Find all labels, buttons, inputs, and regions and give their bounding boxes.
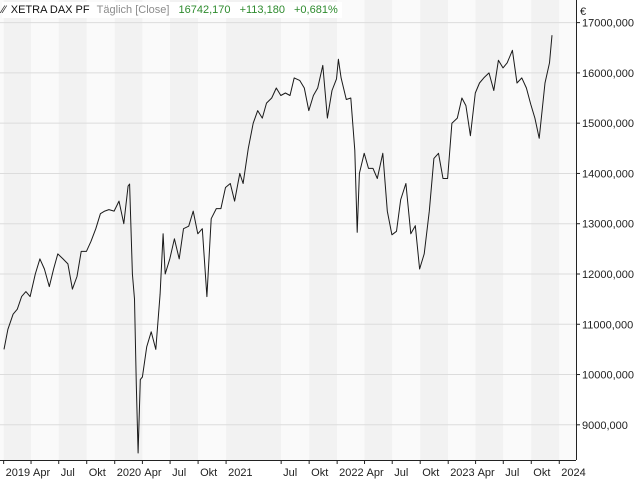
x-tick-label: Apr <box>367 467 384 479</box>
gridlines <box>0 22 576 426</box>
chart-header: ⁄⁄ XETRA DAX PF Täglich [Close] 16742,17… <box>2 2 342 18</box>
x-tick-label: Okt <box>422 467 439 479</box>
quarter-band <box>475 0 504 460</box>
quarter-band <box>3 0 32 460</box>
y-tick-label: 16000,000 <box>582 68 634 80</box>
x-tick-label: 2022 <box>339 467 363 479</box>
instrument-title: XETRA DAX PF <box>10 4 90 16</box>
quarter-band <box>448 0 476 460</box>
x-tick-label: Jul <box>61 467 75 479</box>
quarter-band <box>337 0 365 460</box>
x-tick-label: Jul <box>172 467 186 479</box>
quarter-band <box>0 0 4 460</box>
x-tick-label: Okt <box>200 467 217 479</box>
x-tick-label: Okt <box>533 467 550 479</box>
x-tick-label: Jul <box>283 467 297 479</box>
quarter-band <box>420 0 449 460</box>
x-axis-ticks: 2019 Apr Jul Okt 2020 Apr Jul Okt 2021 Jul Okt 2022… <box>3 460 586 479</box>
y-tick-label: 11000,000 <box>582 319 633 331</box>
change-value: +113,180 <box>239 4 285 16</box>
x-tick-label: Jul <box>394 467 408 479</box>
background-bands <box>0 0 576 460</box>
change-percent: +0,681% <box>294 4 338 16</box>
quarter-band <box>31 0 59 460</box>
x-tick-label: 2019 <box>6 467 30 479</box>
quarter-band <box>531 0 560 460</box>
quarter-band <box>281 0 310 460</box>
axes <box>0 0 577 461</box>
x-tick-label: 2023 <box>450 467 474 479</box>
y-tick-label: 17000,000 <box>582 18 634 30</box>
y-tick-label: 13000,000 <box>582 219 634 231</box>
quarter-band <box>364 0 393 460</box>
y-unit-label: € <box>580 6 586 18</box>
quarter-band <box>170 0 199 460</box>
quarter-band <box>114 0 143 460</box>
x-tick-label: Okt <box>311 467 328 479</box>
last-value: 16742,170 <box>178 4 231 16</box>
x-tick-label: 2020 <box>117 467 141 479</box>
x-tick-label: Apr <box>33 467 50 479</box>
quarter-band <box>58 0 87 460</box>
x-tick-label: Okt <box>89 467 106 479</box>
x-tick-label: Apr <box>478 467 495 479</box>
x-tick-label: Jul <box>505 467 519 479</box>
quarter-band <box>503 0 532 460</box>
y-axis-ticks: 9000,000 10000,000 11000,000 12000,000 13000… <box>576 18 634 432</box>
quarter-band <box>559 0 576 460</box>
y-tick-label: 15000,000 <box>582 118 634 130</box>
quarter-band <box>226 0 282 460</box>
y-tick-label: 12000,000 <box>582 269 634 281</box>
y-tick-label: 9000,000 <box>582 420 628 432</box>
series-layer <box>3 35 553 454</box>
x-tick-label: 2021 <box>228 467 252 479</box>
x-tick-label: Apr <box>144 467 161 479</box>
series-line <box>3 35 553 454</box>
quarter-band <box>142 0 171 460</box>
quarter-band <box>86 0 115 460</box>
y-tick-label: 14000,000 <box>582 168 634 180</box>
y-tick-label: 10000,000 <box>582 370 634 382</box>
frequency-label: Täglich [Close] <box>96 4 170 16</box>
x-tick-label: 2024 <box>561 467 585 479</box>
quarter-band <box>309 0 338 460</box>
chart-line-icon: ⁄⁄ <box>2 4 6 16</box>
